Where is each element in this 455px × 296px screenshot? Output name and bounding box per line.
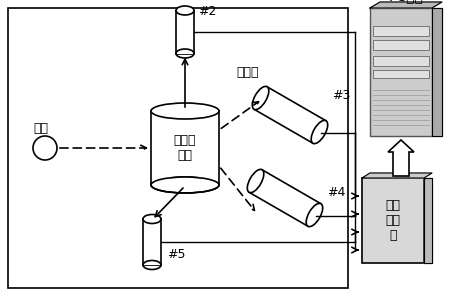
Text: #2: #2 bbox=[197, 4, 216, 17]
Ellipse shape bbox=[305, 203, 322, 227]
Ellipse shape bbox=[151, 177, 218, 193]
Text: 待测核
部件: 待测核 部件 bbox=[173, 134, 196, 162]
FancyArrow shape bbox=[387, 140, 413, 176]
Polygon shape bbox=[361, 173, 431, 178]
Bar bbox=[143, 219, 161, 265]
Text: #5: #5 bbox=[167, 247, 185, 260]
Bar bbox=[248, 170, 320, 226]
Text: #3: #3 bbox=[331, 89, 349, 102]
Text: PC平台: PC平台 bbox=[388, 0, 423, 3]
Bar bbox=[372, 26, 428, 36]
Text: #4: #4 bbox=[326, 186, 344, 200]
Bar bbox=[176, 10, 193, 54]
Ellipse shape bbox=[247, 169, 263, 193]
Polygon shape bbox=[431, 8, 441, 136]
Bar bbox=[8, 8, 347, 288]
Ellipse shape bbox=[151, 103, 218, 119]
Bar bbox=[361, 178, 423, 263]
Ellipse shape bbox=[143, 215, 161, 223]
Ellipse shape bbox=[252, 86, 268, 110]
Bar bbox=[369, 8, 431, 136]
Bar bbox=[152, 177, 217, 185]
Bar bbox=[253, 87, 325, 143]
Text: 探测器: 探测器 bbox=[236, 65, 259, 78]
Text: 数据
采集
卡: 数据 采集 卡 bbox=[384, 199, 399, 242]
Bar bbox=[144, 260, 160, 265]
Ellipse shape bbox=[310, 120, 327, 144]
Circle shape bbox=[33, 136, 57, 160]
Bar bbox=[151, 111, 218, 185]
Ellipse shape bbox=[176, 6, 193, 15]
Text: 钢源: 钢源 bbox=[33, 121, 48, 134]
Polygon shape bbox=[369, 2, 441, 8]
Bar bbox=[372, 40, 428, 50]
Bar bbox=[177, 49, 192, 54]
Bar bbox=[372, 70, 428, 78]
Polygon shape bbox=[423, 178, 431, 263]
Bar bbox=[372, 56, 428, 66]
